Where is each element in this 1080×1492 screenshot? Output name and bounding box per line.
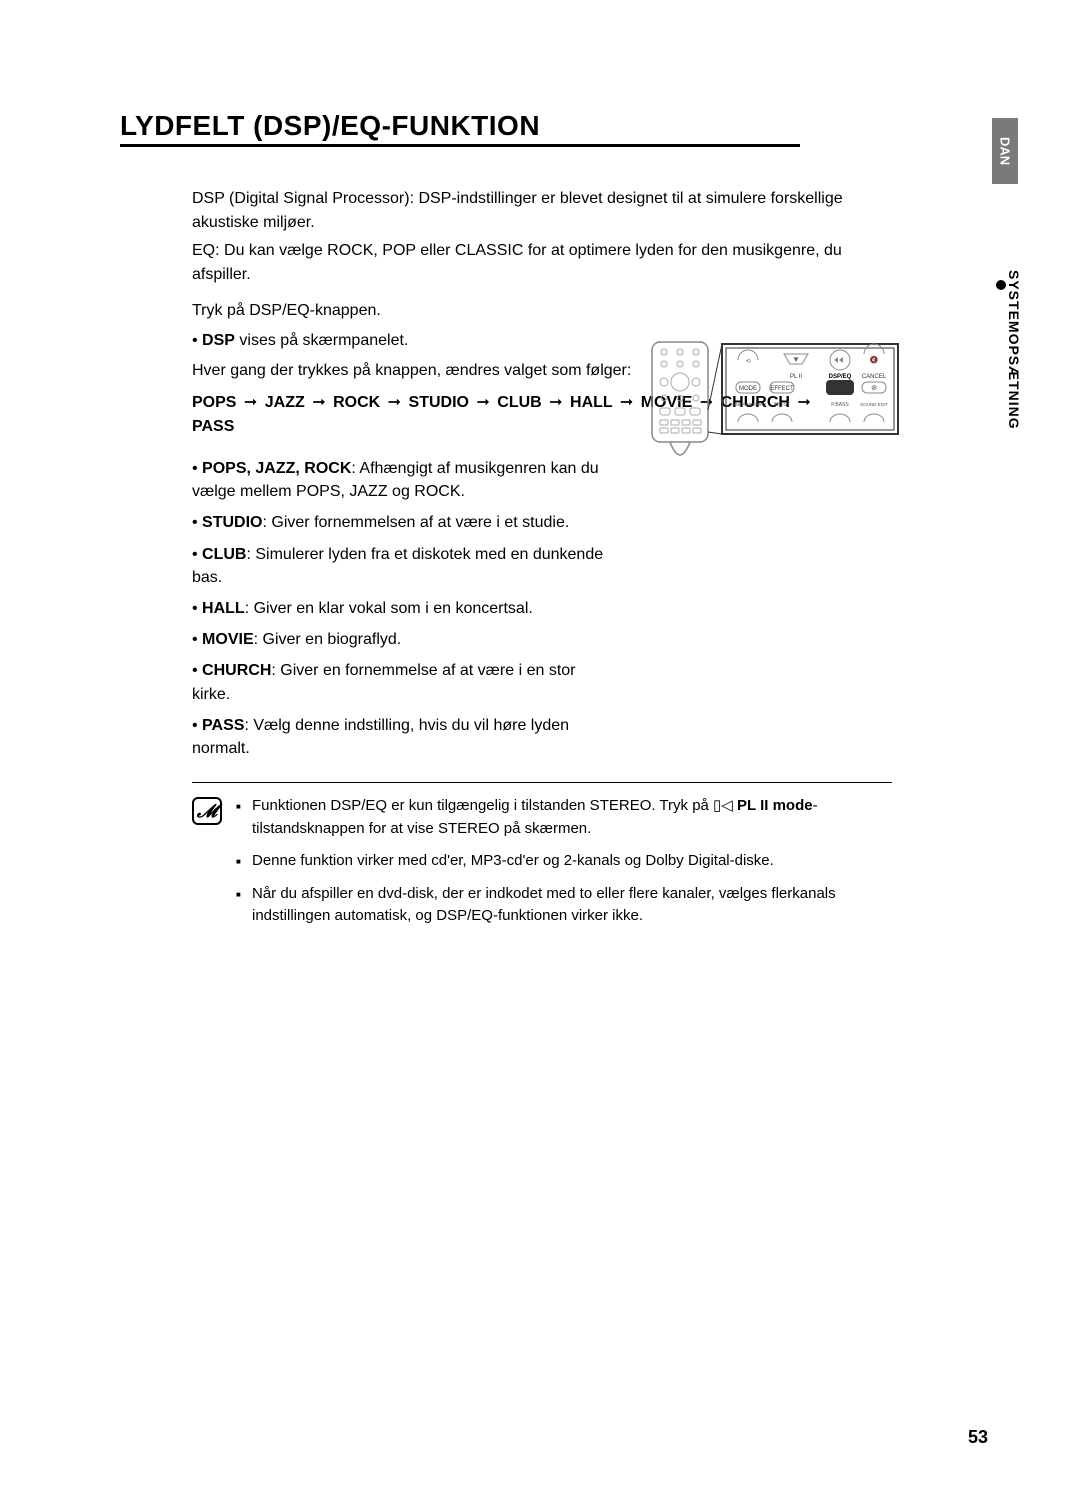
- svg-text:⊘: ⊘: [871, 385, 877, 392]
- svg-text:PL II: PL II: [790, 374, 802, 380]
- svg-text:TUNER MEMORY: TUNER MEMORY: [730, 402, 767, 407]
- notes-list: Funktionen DSP/EQ er kun tilgængelig i t…: [236, 795, 860, 938]
- dsp-label: DSP: [202, 332, 235, 349]
- mode-item: • POPS, JAZZ, ROCK: Afhængigt af musikge…: [192, 457, 612, 503]
- mode-item: • MOVIE: Giver en biograflyd.: [192, 628, 612, 651]
- svg-text:DSP/EQ: DSP/EQ: [829, 374, 852, 380]
- mode-item: • STUDIO: Giver fornemmelsen af at være …: [192, 511, 612, 534]
- svg-text:EFFECT: EFFECT: [770, 386, 794, 392]
- svg-text:🔇: 🔇: [870, 355, 879, 364]
- section-bullet-icon: [996, 280, 1006, 290]
- manual-page: LYDFELT (DSP)/EQ-FUNKTION DSP (Digital S…: [0, 0, 1080, 1492]
- note-item: Når du afspiller en dvd-disk, der er ind…: [236, 883, 860, 928]
- note-icon: 𝓜: [192, 797, 222, 825]
- intro-block: DSP (Digital Signal Processor): DSP-inds…: [192, 187, 860, 287]
- mode-item: • HALL: Giver en klar vokal som i en kon…: [192, 597, 612, 620]
- svg-text:CANCEL: CANCEL: [862, 374, 887, 380]
- divider: [192, 782, 892, 783]
- svg-text:MO/ST: MO/ST: [774, 402, 790, 408]
- mode-item: • CLUB: Simulerer lyden fra et diskotek …: [192, 543, 612, 589]
- intro-line-1: DSP (Digital Signal Processor): DSP-inds…: [192, 187, 860, 235]
- notes-block: 𝓜 Funktionen DSP/EQ er kun tilgængelig i…: [192, 795, 860, 938]
- section-tab: SYSTEMOPSÆTNING: [1006, 270, 1022, 430]
- mode-item: • CHURCH: Giver en fornemmelse af at vær…: [192, 659, 612, 705]
- remote-svg: ⟲ ▼ 🔇 PL II DSP/EQ CANCEL MODE EFFECT ⊘ …: [650, 340, 900, 470]
- intro-line-2: EQ: Du kan vælge ROCK, POP eller CLASSIC…: [192, 239, 860, 287]
- dsp-rest: vises på skærmpanelet.: [235, 332, 408, 349]
- mode-item: • PASS: Vælg denne indstilling, hvis du …: [192, 714, 612, 760]
- language-tab: DAN: [992, 118, 1018, 184]
- note-item: Funktionen DSP/EQ er kun tilgængelig i t…: [236, 795, 860, 840]
- note-item: Denne funktion virker med cd'er, MP3-cd'…: [236, 850, 860, 873]
- page-title: LYDFELT (DSP)/EQ-FUNKTION: [120, 110, 800, 147]
- page-number: 53: [968, 1427, 988, 1448]
- svg-text:MODE: MODE: [739, 386, 757, 392]
- content-body: DSP (Digital Signal Processor): DSP-inds…: [120, 187, 860, 938]
- mode-list: • POPS, JAZZ, ROCK: Afhængigt af musikge…: [192, 457, 612, 760]
- press-line: Tryk på DSP/EQ-knappen.: [192, 299, 860, 323]
- remote-diagram: ⟲ ▼ 🔇 PL II DSP/EQ CANCEL MODE EFFECT ⊘ …: [650, 340, 900, 470]
- svg-text:P.BASS: P.BASS: [831, 402, 849, 408]
- svg-text:▼: ▼: [792, 355, 800, 364]
- svg-text:SOUND EDIT: SOUND EDIT: [860, 402, 888, 407]
- svg-text:⟲: ⟲: [745, 359, 750, 365]
